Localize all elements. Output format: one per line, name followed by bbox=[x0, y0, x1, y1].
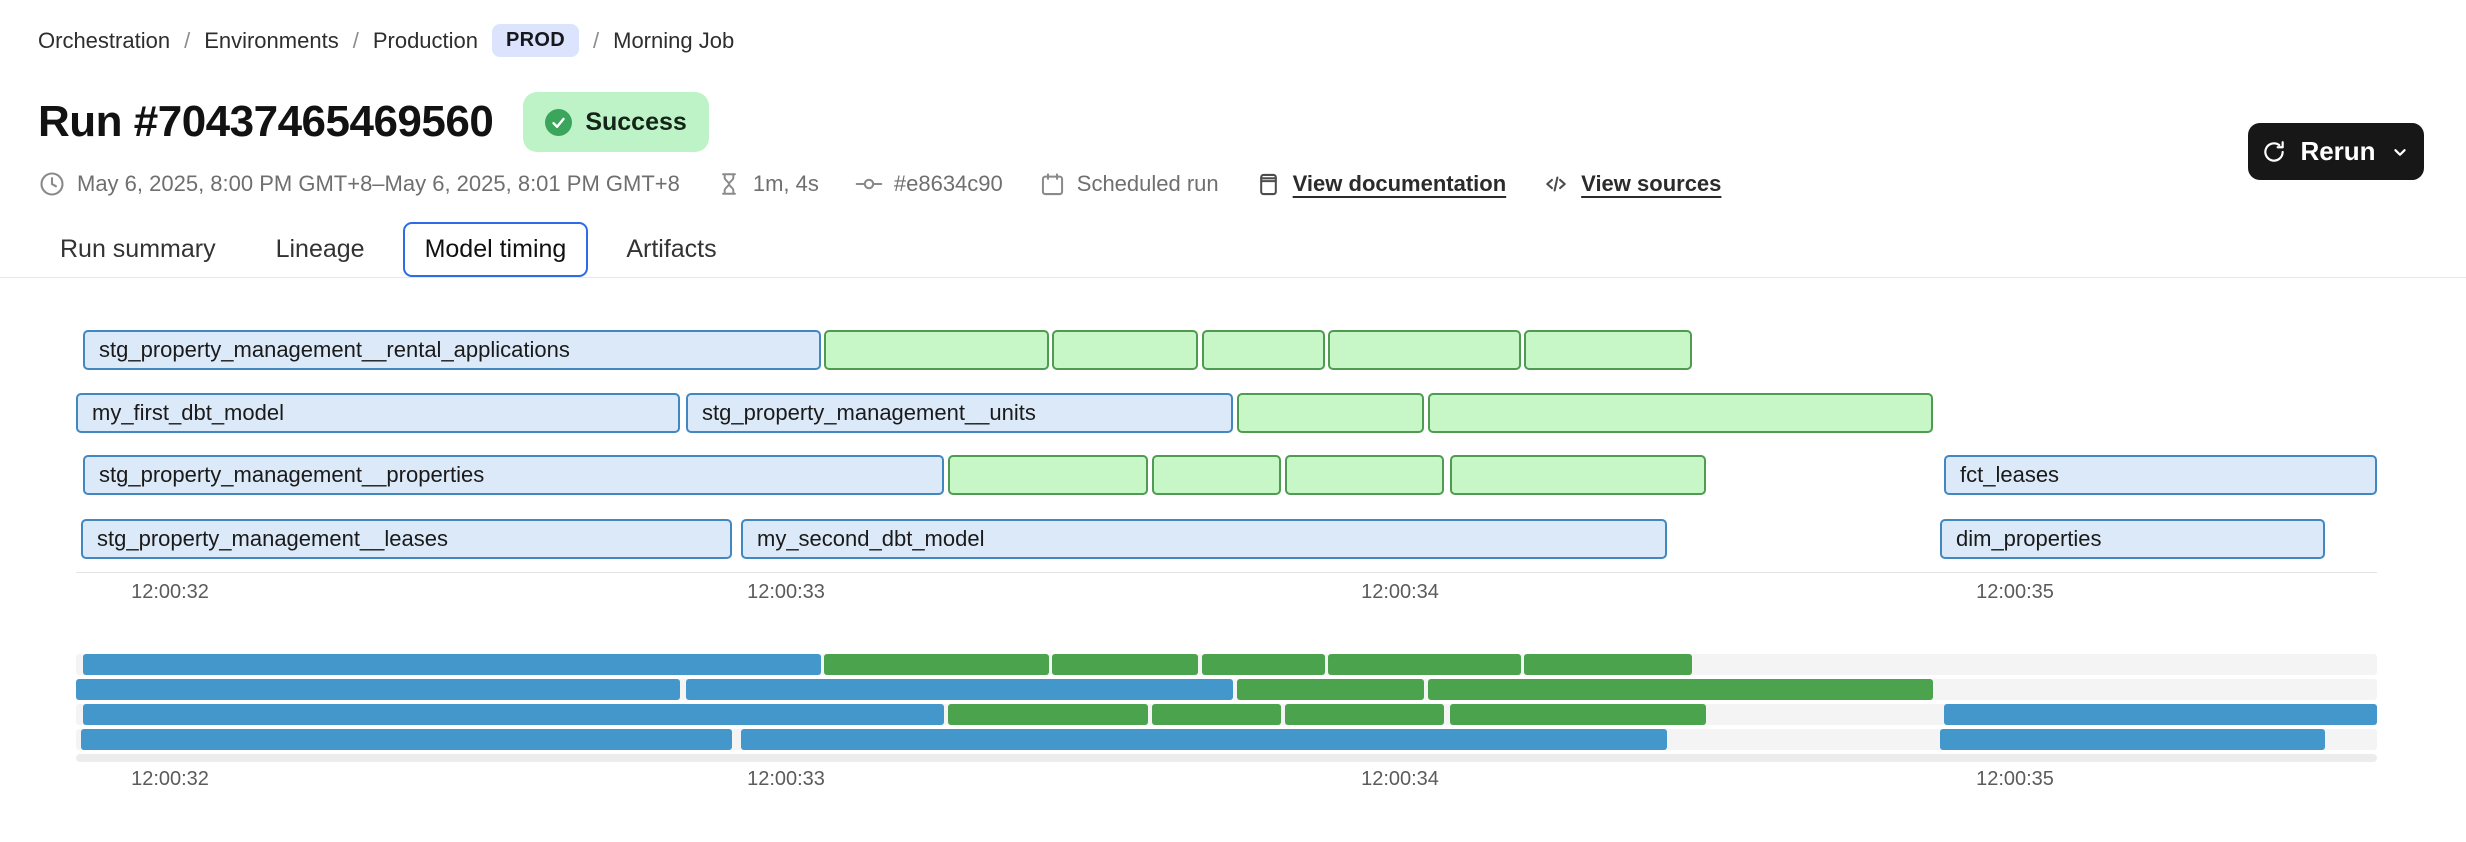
breadcrumb-separator: / bbox=[352, 27, 359, 53]
model-bar[interactable] bbox=[1428, 393, 1933, 433]
code-icon bbox=[1542, 170, 1570, 198]
status-badge: Success bbox=[523, 92, 709, 152]
breadcrumb-morning-job[interactable]: Morning Job bbox=[613, 27, 735, 53]
axis-tick-label: 12:00:33 bbox=[747, 581, 825, 603]
minimap-bar bbox=[1152, 704, 1281, 725]
minimap-bar bbox=[686, 679, 1233, 700]
model-bar-label: stg_property_management__units bbox=[702, 400, 1036, 425]
hourglass-icon bbox=[716, 171, 742, 197]
meta-commit: #e8634c90 bbox=[855, 170, 1003, 198]
view-sources-link[interactable]: View sources bbox=[1542, 170, 1721, 198]
rerun-label: Rerun bbox=[2300, 136, 2376, 166]
axis-tick-label: 12:00:32 bbox=[131, 768, 209, 790]
tab-model-timing[interactable]: Model timing bbox=[402, 222, 589, 277]
minimap-bar bbox=[1285, 704, 1444, 725]
model-bar-label: my_first_dbt_model bbox=[92, 400, 284, 425]
minimap-bar bbox=[83, 704, 944, 725]
title-row: Run #70437465469560 Success bbox=[38, 92, 709, 152]
axis-tick-label: 12:00:34 bbox=[1361, 581, 1439, 603]
model-bar-label: dim_properties bbox=[1956, 526, 2102, 551]
tabs-divider bbox=[0, 277, 2466, 278]
model-bar-stg_property_management__rental_applications[interactable]: stg_property_management__rental_applicat… bbox=[83, 330, 821, 370]
commit-icon bbox=[855, 170, 883, 198]
model-bar-stg_property_management__properties[interactable]: stg_property_management__properties bbox=[83, 455, 944, 495]
meta-time-range: May 6, 2025, 8:00 PM GMT+8–May 6, 2025, … bbox=[38, 170, 680, 198]
meta-trigger: Scheduled run bbox=[1039, 171, 1219, 198]
breadcrumb-environments[interactable]: Environments bbox=[204, 27, 339, 53]
breadcrumb-separator: / bbox=[184, 27, 191, 53]
breadcrumb-production[interactable]: Production bbox=[372, 27, 479, 53]
model-bar-label: fct_leases bbox=[1960, 462, 2060, 487]
model-bar[interactable] bbox=[1285, 455, 1444, 495]
axis-tick-label: 12:00:35 bbox=[1976, 768, 2054, 790]
meta-duration: 1m, 4s bbox=[716, 171, 819, 197]
calendar-icon bbox=[1039, 171, 1066, 198]
minimap-bar bbox=[1940, 729, 2325, 750]
rerun-button[interactable]: Rerun bbox=[2248, 123, 2424, 180]
model-bar[interactable] bbox=[1237, 393, 1424, 433]
minimap-bar bbox=[1450, 704, 1706, 725]
tab-run-summary[interactable]: Run summary bbox=[60, 235, 216, 263]
model-bar-dim_properties[interactable]: dim_properties bbox=[1940, 519, 2325, 559]
model-bar[interactable] bbox=[1524, 330, 1692, 370]
minimap-bar bbox=[1944, 704, 2377, 725]
minimap-bar bbox=[76, 679, 680, 700]
model-bar[interactable] bbox=[1202, 330, 1325, 370]
environment-badge: PROD bbox=[492, 24, 579, 57]
tab-artifacts[interactable]: Artifacts bbox=[626, 235, 717, 263]
refresh-icon bbox=[2261, 139, 2287, 165]
view-documentation-link[interactable]: View documentation bbox=[1255, 171, 1506, 198]
clock-icon bbox=[38, 170, 66, 198]
axis-tick-label: 12:00:35 bbox=[1976, 581, 2054, 603]
minimap-bar bbox=[1202, 654, 1325, 675]
minimap-bar bbox=[1328, 654, 1521, 675]
model-bar[interactable] bbox=[1152, 455, 1281, 495]
axis-tick-label: 12:00:32 bbox=[131, 581, 209, 603]
model-bar-label: stg_property_management__rental_applicat… bbox=[99, 337, 570, 362]
minimap-bar bbox=[948, 704, 1148, 725]
model-bar-fct_leases[interactable]: fct_leases bbox=[1944, 455, 2377, 495]
minimap-bar bbox=[1237, 679, 1424, 700]
run-meta: May 6, 2025, 8:00 PM GMT+8–May 6, 2025, … bbox=[38, 170, 1721, 198]
model-bar[interactable] bbox=[1052, 330, 1198, 370]
model-bar-label: stg_property_management__properties bbox=[99, 462, 485, 487]
minimap-bar bbox=[1428, 679, 1933, 700]
tab-lineage[interactable]: Lineage bbox=[275, 235, 365, 263]
minimap-bar bbox=[1052, 654, 1198, 675]
model-bar[interactable] bbox=[1450, 455, 1706, 495]
check-icon bbox=[545, 108, 573, 136]
status-label: Success bbox=[585, 107, 687, 136]
model-bar-label: stg_property_management__leases bbox=[97, 526, 449, 551]
breadcrumb: Orchestration / Environments / Productio… bbox=[38, 24, 734, 57]
document-icon bbox=[1255, 171, 1282, 198]
tab-bar: Run summary Lineage Model timing Artifac… bbox=[38, 222, 739, 277]
minimap-bar bbox=[741, 729, 1667, 750]
chevron-down-icon bbox=[2389, 141, 2411, 163]
model-bar[interactable] bbox=[1328, 330, 1521, 370]
minimap-bar bbox=[824, 654, 1049, 675]
minimap-bar bbox=[83, 654, 821, 675]
model-bar-stg_property_management__units[interactable]: stg_property_management__units bbox=[686, 393, 1233, 433]
page-title: Run #70437465469560 bbox=[38, 97, 494, 146]
model-bar[interactable] bbox=[948, 455, 1148, 495]
gantt-axis-divider bbox=[76, 572, 2377, 573]
minimap-bar bbox=[1524, 654, 1692, 675]
model-bar-my_first_dbt_model[interactable]: my_first_dbt_model bbox=[76, 393, 680, 433]
breadcrumb-orchestration[interactable]: Orchestration bbox=[38, 27, 171, 53]
breadcrumb-separator: / bbox=[593, 27, 600, 53]
minimap-bar bbox=[81, 729, 732, 750]
model-bar[interactable] bbox=[824, 330, 1049, 370]
axis-tick-label: 12:00:33 bbox=[747, 768, 825, 790]
minimap-scrollbar[interactable] bbox=[76, 754, 2377, 762]
model-bar-my_second_dbt_model[interactable]: my_second_dbt_model bbox=[741, 519, 1667, 559]
model-bar-label: my_second_dbt_model bbox=[757, 526, 985, 551]
model-bar-stg_property_management__leases[interactable]: stg_property_management__leases bbox=[81, 519, 732, 559]
axis-tick-label: 12:00:34 bbox=[1361, 768, 1439, 790]
